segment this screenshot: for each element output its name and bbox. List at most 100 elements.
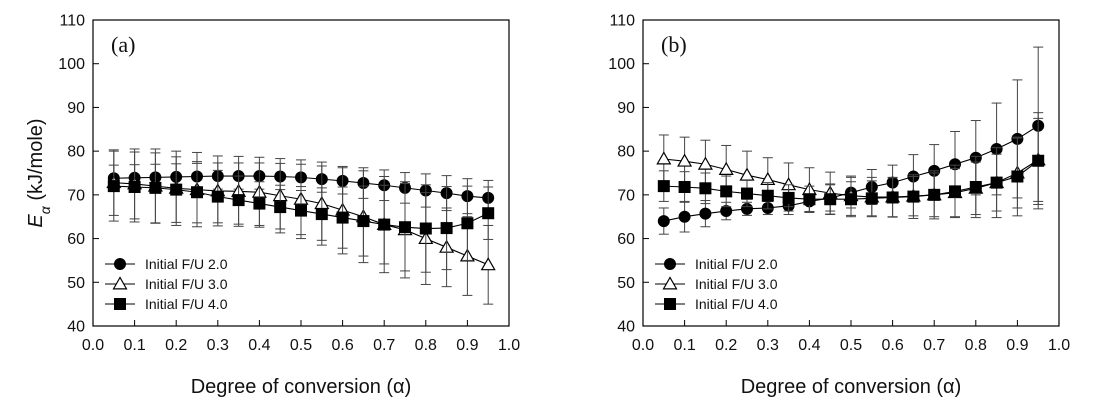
data-point-s3-15 (399, 221, 411, 234)
data-point-s3-10 (845, 193, 857, 206)
x-tick-label: 0.4 (798, 337, 820, 354)
x-tick-label: 0.1 (123, 337, 145, 354)
data-point-s3-1 (664, 298, 676, 310)
data-point-s3-13 (907, 190, 920, 203)
data-point-s3-18 (461, 217, 474, 230)
data-point-s2-1 (656, 151, 672, 165)
panel-label: (a) (111, 32, 135, 57)
data-point-s3-11 (315, 208, 328, 221)
data-point-s3-5 (741, 187, 753, 200)
data-point-s1-3 (699, 207, 712, 220)
y-tick-label: 90 (617, 100, 635, 117)
data-point-s3-13 (357, 215, 370, 228)
data-point-s3-2 (128, 180, 141, 193)
y-tick-label: 50 (617, 275, 635, 292)
data-point-s3-5 (191, 186, 203, 199)
x-tick-label: 0.2 (715, 337, 737, 354)
y-tick-label: 110 (609, 13, 635, 30)
data-point-s2-19 (480, 257, 496, 271)
data-point-s3-11 (865, 192, 878, 205)
data-point-s3-17 (440, 222, 453, 235)
panel-b: 40 50 60 70 80 90 100 110 0.0 0.1 0.2 0.3 0.4 0.5 0.6 0… (608, 13, 1070, 399)
data-point-s3-4 (170, 183, 183, 196)
y-tick-label: 70 (67, 187, 85, 204)
data-point-s3-19 (482, 207, 495, 220)
x-tick-label: 0.5 (840, 337, 862, 354)
y-tick-label: 110 (59, 13, 85, 30)
x-tick-label: 0.6 (881, 337, 903, 354)
data-point-s3-19 (1032, 154, 1045, 167)
y-tick-label: 80 (67, 144, 85, 161)
legend: Initial F/U 2.0 Initial F/U 3.0 Initial F/… (105, 256, 228, 312)
y-tick-label: 40 (617, 319, 635, 336)
x-tick-label: 0.8 (965, 337, 987, 354)
y-tick-label: 100 (58, 56, 85, 73)
x-tick-label: 1.0 (498, 337, 520, 354)
x-tick-label: 0.9 (1006, 337, 1028, 354)
x-tick-label: 0.7 (373, 337, 395, 354)
y-tick-label: 70 (617, 187, 635, 204)
data-point-s3-8 (253, 197, 266, 210)
data-point-s3-1 (657, 180, 670, 193)
series-3 (657, 112, 1045, 220)
data-point-s3-7 (782, 191, 795, 204)
data-point-s1-2 (678, 210, 691, 223)
x-tick-label: 1.0 (1048, 337, 1070, 354)
x-tick-label: 0.2 (165, 337, 187, 354)
legend-label: Initial F/U 3.0 (695, 276, 778, 292)
x-axis-title: Degree of conversion (α) (191, 376, 412, 398)
data-point-s1-1 (657, 215, 670, 228)
y-axis-symbol: E (25, 214, 47, 228)
legend-label: Initial F/U 4.0 (695, 296, 778, 312)
data-point-s3-10 (295, 204, 307, 217)
data-point-s3-12 (886, 191, 899, 204)
x-tick-label: 0.3 (207, 337, 229, 354)
y-axis-unit: (kJ/mole) (25, 118, 47, 206)
legend-label: Initial F/U 2.0 (695, 256, 778, 272)
data-point-s3-2 (678, 180, 691, 193)
data-point-s3-3 (699, 182, 712, 195)
data-point-s2-3 (697, 156, 713, 170)
y-tick-label: 90 (67, 100, 85, 117)
x-tick-label: 0.8 (415, 337, 437, 354)
x-tick-label: 0.0 (632, 337, 654, 354)
data-point-s2-2 (677, 153, 693, 167)
data-point-s1-4 (720, 205, 733, 218)
data-point-s3-9 (274, 201, 287, 214)
x-tick-label: 0.0 (82, 337, 104, 354)
x-tick-label: 0.9 (456, 337, 478, 354)
y-tick-label: 40 (67, 319, 85, 336)
data-point-s1-1 (664, 258, 676, 270)
x-tick-label: 0.7 (923, 337, 945, 354)
y-tick-label: 60 (67, 231, 85, 248)
data-point-s3-12 (336, 211, 349, 224)
data-point-s3-1 (107, 180, 120, 193)
data-point-s3-17 (990, 176, 1003, 189)
data-point-s3-7 (232, 194, 245, 207)
series-3 (107, 150, 495, 273)
data-point-s2-1 (662, 276, 678, 290)
y-axis-subscript: α (37, 205, 53, 214)
legend: Initial F/U 2.0 Initial F/U 3.0 Initial F/… (655, 256, 778, 312)
x-tick-label: 0.1 (673, 337, 695, 354)
x-tick-label: 0.4 (248, 337, 270, 354)
data-point-s3-18 (1011, 170, 1024, 183)
data-point-s3-6 (211, 190, 224, 203)
x-tick-label: 0.3 (757, 337, 779, 354)
data-point-s3-3 (149, 181, 162, 194)
y-tick-label: 50 (67, 275, 85, 292)
data-point-s3-14 (928, 188, 941, 201)
data-point-s3-6 (761, 189, 774, 202)
legend-label: Initial F/U 2.0 (145, 256, 228, 272)
y-tick-label: 60 (617, 231, 635, 248)
data-point-s3-16 (969, 180, 982, 193)
data-point-s3-4 (720, 185, 733, 198)
data-point-s2-1 (112, 276, 128, 290)
y-axis-title: Eα (kJ/mole) (25, 118, 53, 227)
x-tick-label: 0.5 (290, 337, 312, 354)
x-axis-title: Degree of conversion (α) (741, 376, 962, 398)
data-point-s3-14 (378, 218, 391, 231)
legend-label: Initial F/U 3.0 (145, 276, 228, 292)
data-point-s3-16 (419, 222, 432, 235)
